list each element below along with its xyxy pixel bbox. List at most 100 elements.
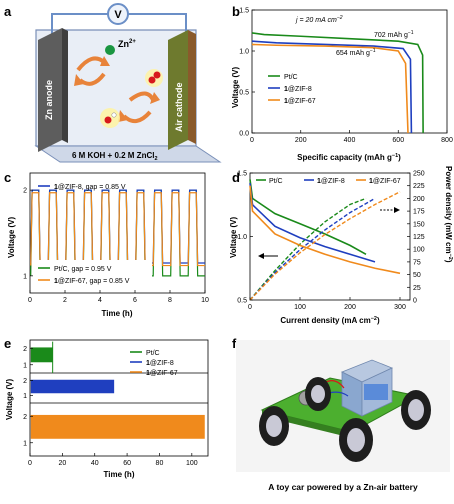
x-tick-label-e: 40 [91, 460, 99, 467]
x-tick-label-e: 20 [58, 460, 66, 467]
x-tick-label-c: 0 [28, 297, 32, 304]
legend-c-bottom: Pt/C, gap = 0.95 V 1@ZIF-67, gap = 0.85 … [36, 260, 152, 286]
y-tick-label-d-right: 200 [413, 196, 425, 203]
legend-d-zif67: 1@ZIF-67 [369, 178, 401, 185]
legend-b: Pt/C 1@ZIF-8 1@ZIF-67 [268, 74, 316, 105]
y-tick-label-b: 0.0 [239, 131, 249, 138]
y-tick-label-d-right: 0 [413, 298, 417, 305]
stability-band-zif8 [30, 379, 115, 394]
y-tick-label-b: 1.0 [239, 49, 249, 56]
ylabel-d-right: Power density (mW cm−2) [444, 166, 453, 263]
y-tick-label-e: 2 [23, 378, 27, 385]
x-tick-label-d: 0 [248, 304, 252, 311]
y-tick-label-c: 1 [23, 273, 27, 280]
current-density-annotation: j = 20 mA cm−2 [295, 15, 343, 24]
discharge-curve-zif8 [251, 40, 413, 134]
x-tick-label-d: 300 [394, 304, 406, 311]
wheel-rear-left [305, 377, 331, 411]
y-tick-label-d-left: 0.5 [237, 298, 247, 305]
x-tick-label-e: 0 [28, 460, 32, 467]
anode-label: Zn anode [44, 80, 54, 120]
discharge-curve-ptc [251, 32, 424, 134]
cell-box-floor [34, 145, 222, 163]
legend-d-ptc: Pt/C [269, 178, 283, 185]
ptc-capacity-annotation: 702 mAh g−1 [374, 30, 414, 39]
y-tick-label-d-right: 150 [413, 221, 425, 228]
panel-e: e 0 20 40 60 80 100 1 2 1 2 1 2 Voltage (V) Time (h… [4, 336, 209, 479]
arrow-icon [76, 56, 106, 72]
wheel-front-left [259, 406, 289, 446]
voltmeter-icon [107, 3, 129, 25]
y-tick-label-d-right: 250 [413, 171, 425, 178]
panel-d: d 0 100 200 300 0.5 1.0 1.5 0 25 50 75 100 125 150 175… [229, 166, 453, 325]
y-tick-label-e: 1 [23, 440, 27, 447]
x-tick-label-b: 400 [344, 137, 356, 144]
y-tick-label-d-right: 225 [413, 183, 425, 190]
zif-capacity-annotation: 654 mAh g−1 [336, 48, 376, 57]
power-curve-zif67 [249, 191, 401, 301]
x-tick-label-c: 8 [168, 297, 172, 304]
air-cathode-plate [168, 30, 188, 150]
y-tick-label-b: 0.5 [239, 90, 249, 97]
oxygen-molecule-icon [148, 76, 156, 84]
y-tick-label-d-right: 50 [413, 272, 421, 279]
oxygen-molecule-icon [104, 116, 112, 124]
power-curve-ptc [249, 197, 367, 301]
arrow-icon [78, 72, 106, 86]
polarization-curve-zif67 [249, 185, 401, 275]
y-tick-label-e: 1 [23, 393, 27, 400]
discharge-curve-zif67 [251, 43, 409, 134]
legend-zif8-gap: 1@ZIF-8, gap = 0.85 V [54, 184, 126, 191]
x-tick-label-b: 800 [441, 137, 453, 144]
cycling-curve-zif67 [30, 192, 205, 267]
wheel-front-right [339, 418, 373, 462]
x-tick-label-c: 10 [201, 297, 209, 304]
y-tick-label-e: 2 [23, 414, 27, 421]
y-tick-label-e: 2 [23, 346, 27, 353]
x-tick-label-c: 4 [98, 297, 102, 304]
plot-frame-c [29, 172, 206, 294]
stability-band-zif67 [30, 414, 205, 439]
voltmeter-label: V [114, 9, 122, 21]
ylabel-b: Voltage (V) [231, 66, 240, 108]
legend-c-top: 1@ZIF-8, gap = 0.85 V [38, 184, 126, 191]
power-curve-zif8 [249, 197, 376, 301]
legend-ptc-gap: Pt/C, gap = 0.95 V [54, 266, 112, 273]
legend-d: Pt/C 1@ZIF-8 1@ZIF-67 [256, 178, 401, 185]
y-tick-label-d-left: 1.0 [237, 234, 247, 241]
x-tick-label-d: 100 [294, 304, 306, 311]
panel-a: a V Zn anode Air cathode Zn2+ [4, 3, 222, 163]
ticks-b: 0 200 400 600 800 0.0 0.5 1.0 1.5 [239, 8, 453, 145]
xlabel-b: Specific capacity (mAh g−1) [297, 153, 401, 162]
zn-ion-icon [105, 45, 115, 55]
legend-d-zif8: 1@ZIF-8 [317, 178, 345, 185]
legend-zif8: 1@ZIF-8 [284, 86, 312, 93]
panel-f: f A toy car powered by a Zn-ai [232, 336, 450, 492]
x-tick-label-e: 100 [186, 460, 198, 467]
x-tick-label-c: 2 [63, 297, 67, 304]
xlabel-e: Time (h) [104, 470, 135, 479]
xlabel-d: Current density (mA cm−2) [280, 316, 380, 325]
panel-label-d: d [232, 170, 240, 185]
y-tick-label-d-right: 100 [413, 247, 425, 254]
y-tick-label-d-right: 125 [413, 234, 425, 241]
x-tick-label-b: 0 [250, 137, 254, 144]
panel-label-f: f [232, 336, 237, 351]
legend-ptc: Pt/C [284, 74, 298, 81]
wheel-rear-right [401, 390, 431, 430]
ylabel-d-left: Voltage (V) [229, 216, 238, 258]
legend-e-zif8: 1@ZIF-8 [146, 360, 174, 367]
series-e [30, 341, 205, 439]
ticks-d: 0 100 200 300 0.5 1.0 1.5 0 25 50 75 100 125 150 175 20… [237, 171, 425, 312]
legend-zif67-gap: 1@ZIF-67, gap = 0.85 V [54, 278, 130, 285]
x-tick-label-b: 600 [392, 137, 404, 144]
photo-caption: A toy car powered by a Zn-air battery [268, 482, 418, 492]
x-tick-label-e: 80 [156, 460, 164, 467]
series-b [251, 32, 424, 134]
xlabel-c: Time (h) [102, 309, 133, 318]
x-tick-label-b: 200 [295, 137, 307, 144]
y-tick-label-d-right: 25 [413, 285, 421, 292]
zn-ion-label: Zn2+ [118, 39, 136, 49]
ylabel-e: Voltage (V) [5, 378, 14, 420]
